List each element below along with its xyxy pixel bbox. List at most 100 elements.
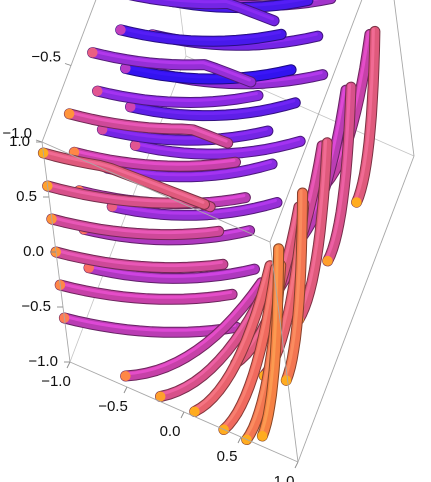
streamline-34-body: [219, 263, 281, 434]
streamline-45-highlight: [353, 27, 375, 202]
streamline-0-body: [59, 313, 241, 337]
streamline-17: [125, 97, 301, 122]
streamline-11-body: [107, 198, 282, 220]
streamline-20-highlight: [161, 0, 275, 21]
z-tick-label-3: 0.5: [16, 188, 37, 205]
box-edge-8: [41, 0, 97, 143]
streamline-19-highlight: [117, 26, 282, 41]
streamline-2: [50, 246, 229, 274]
streamline-39-body: [281, 188, 307, 385]
streamline-6-highlight: [86, 264, 255, 278]
streamline-tubes: [37, 0, 381, 445]
box-edge-6: [178, 0, 187, 57]
streamline-14-start: [92, 86, 103, 97]
streamline-18-body: [121, 63, 296, 84]
streamline-10-highlight: [66, 110, 228, 143]
streamline-2-highlight: [53, 248, 223, 268]
streamline-43-body: [323, 82, 356, 266]
streamline-33-body: [190, 261, 275, 416]
axis-tick-labels: −1.0−0.50.00.51.0−1.0−0.50.00.51.0−1.0−0…: [2, 48, 295, 482]
z-tick-label-4: 1.0: [9, 133, 30, 150]
streamline-19-body: [116, 25, 286, 46]
box-edge-3: [297, 155, 415, 463]
x-tick-label-2: 0.0: [160, 423, 181, 440]
y-tick-label-1: −0.5: [31, 48, 61, 65]
streamline-36-start: [257, 431, 268, 441]
streamline-13-highlight: [99, 126, 268, 140]
streamline-33-highlight: [191, 262, 270, 411]
streamline-36-body: [257, 244, 284, 441]
streamline-39: [280, 187, 308, 386]
z-tick-label-0: −1.0: [28, 353, 58, 370]
streamline-5-highlight: [40, 149, 205, 204]
streamline-18: [120, 62, 297, 85]
streamline-14: [92, 85, 264, 108]
x-tick-label-4: 1.0: [274, 473, 295, 482]
streamline-0-highlight: [61, 314, 237, 332]
y-tick-1: [64, 63, 72, 66]
streamline-43: [322, 81, 357, 267]
streamline-18-start: [120, 63, 131, 74]
streamline-13: [96, 124, 274, 146]
streamline-0: [58, 312, 242, 338]
y-tick-label-0: −1.0: [2, 125, 32, 142]
streamline-31-start: [120, 371, 131, 381]
streamline-2-body: [51, 247, 228, 273]
streamline-15-highlight: [89, 49, 251, 82]
streamline-9: [68, 146, 241, 172]
streamline-17-start: [125, 101, 136, 112]
streamline-32-start: [155, 391, 166, 402]
streamline-39-highlight: [283, 189, 303, 380]
x-tick-label-0: −1.0: [41, 373, 71, 390]
streamline-31: [120, 277, 267, 382]
streamline-12-highlight: [104, 160, 273, 177]
streamline-39-start: [281, 375, 292, 386]
streamline-34-highlight: [220, 264, 276, 429]
streamline-1-highlight: [57, 281, 233, 299]
streamline-4-body: [43, 181, 215, 212]
streamline-9-highlight: [71, 148, 236, 166]
box-edge-7: [41, 141, 271, 243]
streamline-16: [129, 135, 306, 160]
streamline-5: [37, 147, 210, 210]
box-edge-11: [269, 0, 363, 243]
streamline-1-body: [55, 280, 237, 304]
streamline-10: [63, 108, 234, 149]
streamline-15-start: [87, 47, 98, 58]
streamline-10-start: [64, 108, 75, 119]
streamline-20: [128, 0, 280, 27]
x-tick-4: [294, 461, 299, 469]
streamline-3-highlight: [48, 215, 219, 235]
streamline-17-body: [126, 98, 300, 121]
x-tick-3: [237, 436, 242, 444]
streamline-15: [87, 47, 257, 88]
streamline-19: [115, 24, 287, 47]
streamline-45-start: [351, 197, 362, 208]
streamline-43-highlight: [324, 83, 351, 261]
streamline-45: [351, 25, 381, 208]
streamline-16-highlight: [132, 137, 301, 154]
streamline-34: [218, 262, 282, 435]
streamline-43-start: [322, 255, 333, 266]
x-tick-1: [123, 386, 128, 394]
streamline-11-highlight: [109, 199, 277, 215]
axis-ticks: [35, 63, 299, 469]
box-edge-4: [269, 241, 299, 463]
streamline-19-start: [115, 24, 126, 35]
z-tick-label-2: 0.0: [23, 243, 44, 260]
streamline-16-body: [130, 136, 305, 159]
streamline-33-start: [189, 406, 200, 417]
streamline-14-body: [93, 86, 263, 107]
x-tick-label-3: 0.5: [217, 448, 238, 465]
streamline-13-body: [97, 125, 273, 145]
streamline-45-body: [352, 26, 380, 207]
streamline-9-body: [69, 147, 240, 171]
y-tick-0: [35, 139, 43, 143]
z-tick-label-1: −0.5: [21, 298, 51, 315]
x-tick-label-1: −0.5: [98, 398, 128, 415]
streamline-33: [189, 260, 276, 417]
streamline-41-body: [294, 138, 332, 325]
x-tick-0: [66, 361, 71, 369]
